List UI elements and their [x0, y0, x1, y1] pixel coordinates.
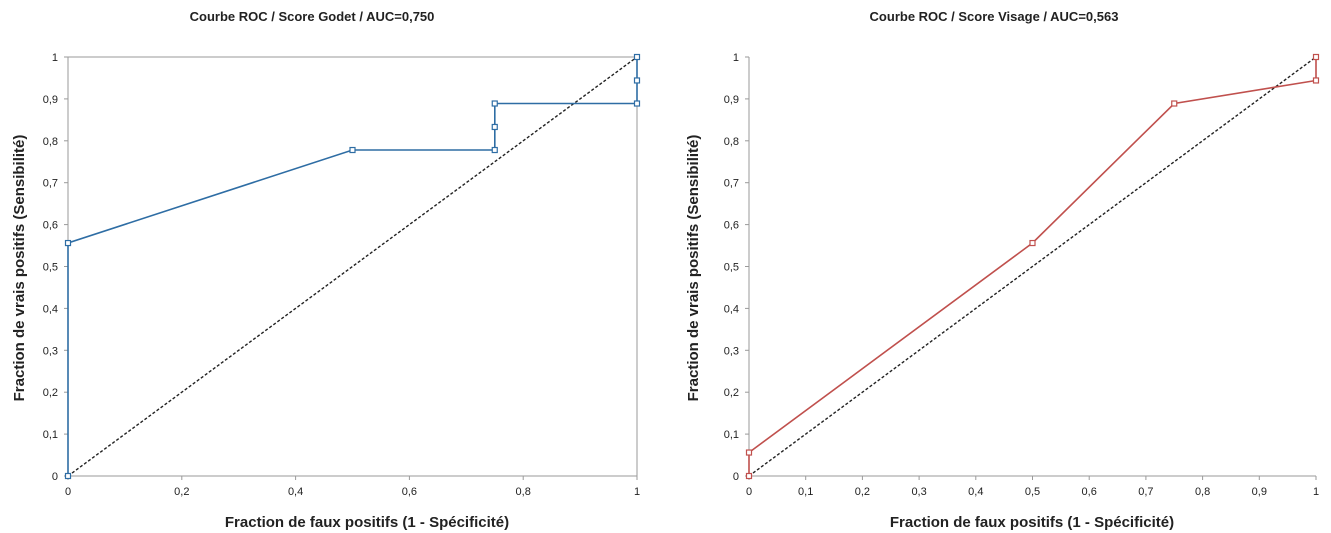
y-tick-label: 0,8: [43, 136, 58, 148]
data-point-marker: [1312, 53, 1320, 61]
y-tick-label: 0,4: [724, 303, 739, 315]
data-point-marker: [1312, 77, 1320, 84]
data-point-marker: [745, 449, 753, 456]
roc-chart-visage: Courbe ROC / Score Visage / AUC=0,563 Fr…: [685, 9, 1320, 531]
y-tick-label: 0,6: [43, 220, 58, 232]
y-tick-label: 0,1: [724, 429, 739, 441]
y-tick-label: 0,1: [43, 429, 58, 441]
x-tick-label: 0,8: [1195, 486, 1210, 498]
data-point-marker: [1029, 239, 1036, 247]
x-tick-label: 0,2: [174, 486, 189, 498]
diagonal-reference-line: [748, 56, 1317, 477]
data-point-marker: [633, 77, 641, 84]
y-tick-label: 0,2: [43, 387, 58, 399]
data-point-marker: [349, 146, 356, 154]
x-tick-label: 0,4: [288, 486, 303, 498]
x-tick-label: 0,7: [1138, 486, 1153, 498]
data-point-marker: [491, 123, 498, 131]
x-tick-label: 1: [1313, 486, 1319, 498]
data-point-marker: [491, 100, 498, 107]
data-point-marker: [633, 100, 641, 107]
y-tick-label: 0,6: [724, 220, 739, 232]
x-tick-label: 0,2: [855, 486, 870, 498]
chart-left: Courbe ROC / Score Godet / AUC=0,750 Fra…: [0, 0, 665, 533]
x-tick-label: 0: [746, 486, 752, 498]
diagonal-reference-line: [67, 56, 638, 477]
y-tick-label: 0,5: [724, 262, 739, 274]
y-tick-label: 0,9: [724, 94, 739, 106]
y-tick-label: 0,9: [43, 94, 58, 106]
data-point-marker: [64, 472, 72, 480]
x-axis-label: Fraction de faux positifs (1 - Spécifici…: [225, 514, 509, 531]
x-tick-label: 1: [634, 486, 640, 498]
y-tick-label: 0,3: [724, 345, 739, 357]
data-point-marker: [64, 239, 72, 247]
x-tick-label: 0,8: [516, 486, 531, 498]
x-tick-label: 0,6: [402, 486, 417, 498]
chart-title: Courbe ROC / Score Godet / AUC=0,750: [190, 9, 435, 24]
y-tick-label: 0: [52, 471, 58, 483]
series-line: [748, 57, 1317, 476]
y-tick-label: 0,7: [43, 178, 58, 190]
x-tick-label: 0,5: [1025, 486, 1040, 498]
data-point-marker: [633, 53, 641, 61]
chart-right: Courbe ROC / Score Visage / AUC=0,563 Fr…: [665, 0, 1331, 533]
x-tick-label: 0,3: [911, 486, 926, 498]
y-tick-label: 0,2: [724, 387, 739, 399]
y-tick-label: 1: [733, 52, 739, 64]
y-tick-label: 0,8: [724, 136, 739, 148]
y-axis-label: Fraction de vrais positifs (Sensibilité): [11, 135, 28, 402]
y-tick-label: 0,5: [43, 262, 58, 274]
data-point-marker: [491, 146, 498, 154]
data-point-marker: [745, 472, 753, 480]
y-tick-label: 0: [733, 471, 739, 483]
y-axis-label: Fraction de vrais positifs (Sensibilité): [685, 135, 702, 402]
y-tick-label: 1: [52, 52, 58, 64]
x-tick-label: 0,6: [1082, 486, 1097, 498]
chart-title: Courbe ROC / Score Visage / AUC=0,563: [870, 9, 1119, 24]
y-tick-label: 0,3: [43, 345, 58, 357]
data-point-marker: [1171, 100, 1178, 107]
y-tick-label: 0,7: [724, 178, 739, 190]
x-tick-label: 0: [65, 486, 71, 498]
y-tick-label: 0,4: [43, 303, 58, 315]
x-axis-label: Fraction de faux positifs (1 - Spécifici…: [890, 514, 1174, 531]
roc-chart-godet: Courbe ROC / Score Godet / AUC=0,750 Fra…: [11, 9, 641, 531]
x-tick-label: 0,9: [1252, 486, 1267, 498]
x-tick-label: 0,4: [968, 486, 983, 498]
x-tick-label: 0,1: [798, 486, 813, 498]
